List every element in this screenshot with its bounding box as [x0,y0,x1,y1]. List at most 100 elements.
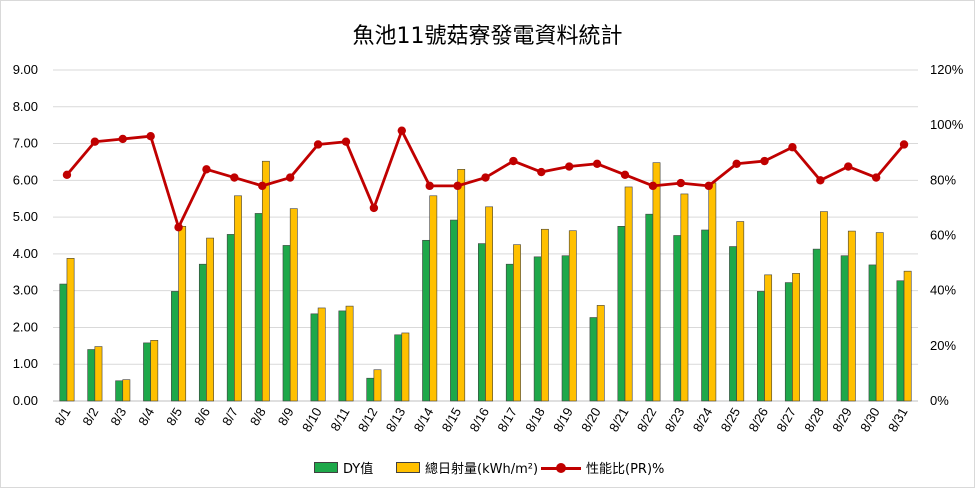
x-tick-label: 8/10 [299,405,325,434]
pr-point [397,126,406,135]
pr-point [285,173,295,182]
bar-dy [115,380,124,402]
bar-dy [226,234,235,402]
bar-dy [198,263,207,402]
legend-item-pr: 性能比(PR)% [541,458,664,477]
pr-point [788,143,797,152]
bar-irradiance [820,211,828,402]
x-tick-label: 8/12 [355,405,381,434]
x-tick-label: 8/11 [327,405,352,434]
bar-dy [59,283,68,402]
bar-dy [561,255,570,402]
bar-dy [171,291,179,402]
pr-point [509,156,518,166]
bar-dy [701,229,710,402]
bar-irradiance [345,305,354,402]
bar-dy [645,213,654,402]
x-tick-label: 8/20 [578,405,604,434]
bar-dy [589,317,598,402]
legend-item-dy: DY值 [314,458,373,477]
pr-point [732,159,741,168]
bar-irradiance [708,182,717,402]
pr-point [844,162,853,171]
y-left-tick-label: 4.00 [13,246,38,261]
bar-irradiance [568,230,577,402]
pr-point [760,156,769,166]
bar-dy [505,263,514,402]
bar-irradiance [234,195,242,402]
x-tick-label: 8/27 [773,405,799,434]
legend-swatch-dy [314,462,338,473]
bar-irradiance [792,273,800,402]
x-tick-label: 8/8 [247,405,269,428]
pr-point [676,178,686,188]
bar-dy [450,219,458,402]
x-tick-label: 8/25 [718,405,744,434]
x-tick-label: 8/7 [219,405,241,428]
bar-irradiance [847,230,856,402]
y-left-tick-label: 5.00 [13,209,38,224]
bar-dy [673,235,682,402]
legend-swatch-pr [541,462,581,474]
pr-point [258,181,267,191]
x-tick-label: 8/6 [191,405,213,428]
pr-point [816,176,825,185]
bar-dy [840,255,849,402]
bar-irradiance [401,332,410,402]
pr-point [341,137,351,146]
bar-dy [87,349,96,402]
bar-dy [310,313,319,402]
bar-dy [282,245,291,402]
bar-dy [394,334,403,402]
pr-point [174,223,183,232]
pr-point [146,132,155,141]
bar-irradiance [122,379,131,402]
x-tick-label: 8/15 [439,405,465,434]
bar-dy [338,310,347,402]
bar-dy [812,248,821,402]
bar-irradiance [513,244,521,402]
bar-dy [729,246,737,402]
bar-irradiance [485,206,493,402]
bar-irradiance [178,226,187,402]
legend-item-irradiance: 總日射量(kWh/m²) [396,458,538,477]
chart-title: 魚池11號菇寮發電資料統計 [352,24,623,49]
x-tick-label: 8/18 [522,405,548,434]
pr-point [62,170,72,180]
y-right-tick-label: 100% [930,117,964,132]
y-left-tick-label: 1.00 [13,356,38,371]
bar-irradiance [429,195,438,402]
bar-dy [143,342,151,402]
bar-dy [533,256,542,402]
pr-point [313,140,323,149]
bar-irradiance [373,369,382,402]
pr-point [899,140,909,149]
pr-point [118,134,127,144]
bar-irradiance [289,208,298,402]
y-left-tick-label: 0.00 [13,393,38,408]
bar-dy [757,291,765,402]
pr-point [202,165,211,174]
bar-irradiance [66,258,75,402]
bar-dy [422,239,430,402]
pr-point [90,137,100,146]
x-tick-label: 8/4 [135,405,157,428]
pr-point [230,173,239,182]
bar-irradiance [261,160,270,402]
y-left-tick-label: 3.00 [13,283,38,298]
x-tick-label: 8/19 [550,405,576,434]
legend-label-pr: 性能比(PR)% [586,462,665,477]
x-tick-label: 8/1 [52,405,74,428]
x-tick-label: 8/3 [107,405,129,428]
y-left-tick-label: 7.00 [13,136,38,151]
x-tick-label: 8/24 [690,405,716,434]
x-tick-label: 8/31 [885,405,911,434]
bar-irradiance [736,221,745,402]
bar-irradiance [541,228,549,402]
y-right-tick-label: 80% [930,172,956,187]
legend-swatch-irradiance [396,462,420,473]
y-left-tick-label: 8.00 [13,99,38,114]
x-tick-label: 8/30 [857,405,883,434]
x-tick-label: 8/21 [606,405,632,434]
pr-point [481,173,490,182]
